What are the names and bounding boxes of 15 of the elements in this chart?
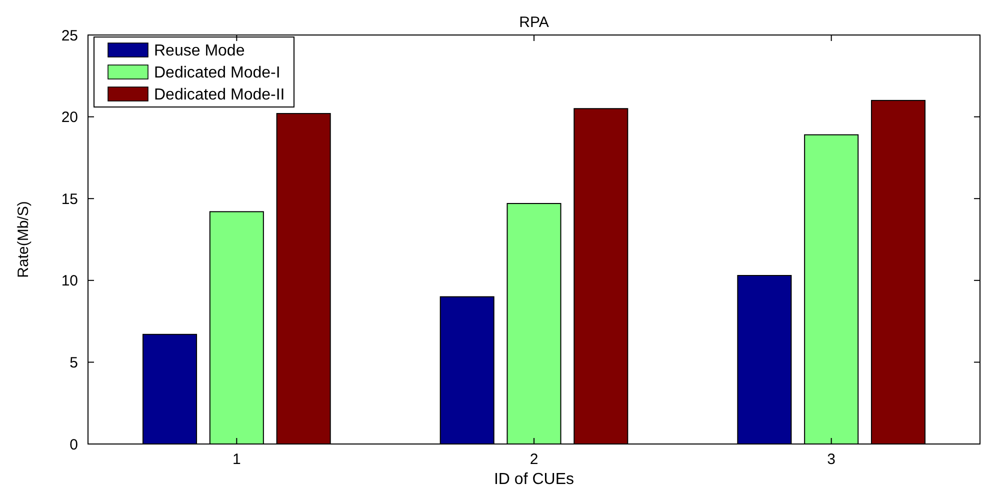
- y-tick-label: 20: [61, 109, 78, 126]
- legend-label: Dedicated Mode-I: [154, 64, 280, 82]
- legend-label: Dedicated Mode-II: [154, 86, 285, 104]
- x-tick-label: 1: [232, 451, 241, 468]
- legend-label: Reuse Mode: [154, 42, 245, 60]
- y-tick-label: 5: [70, 354, 78, 372]
- y-tick-label: 15: [61, 190, 78, 208]
- y-tick-label: 10: [61, 272, 78, 290]
- chart-title: RPA: [519, 14, 549, 31]
- y-tick-label: 0: [70, 436, 78, 454]
- y-axis-title: Rate(Mb/S): [15, 201, 32, 278]
- x-axis-title: ID of CUEs: [494, 471, 574, 488]
- y-tick-label: 25: [61, 27, 78, 44]
- x-tick-label: 2: [530, 451, 538, 468]
- x-tick-label: 3: [827, 451, 836, 468]
